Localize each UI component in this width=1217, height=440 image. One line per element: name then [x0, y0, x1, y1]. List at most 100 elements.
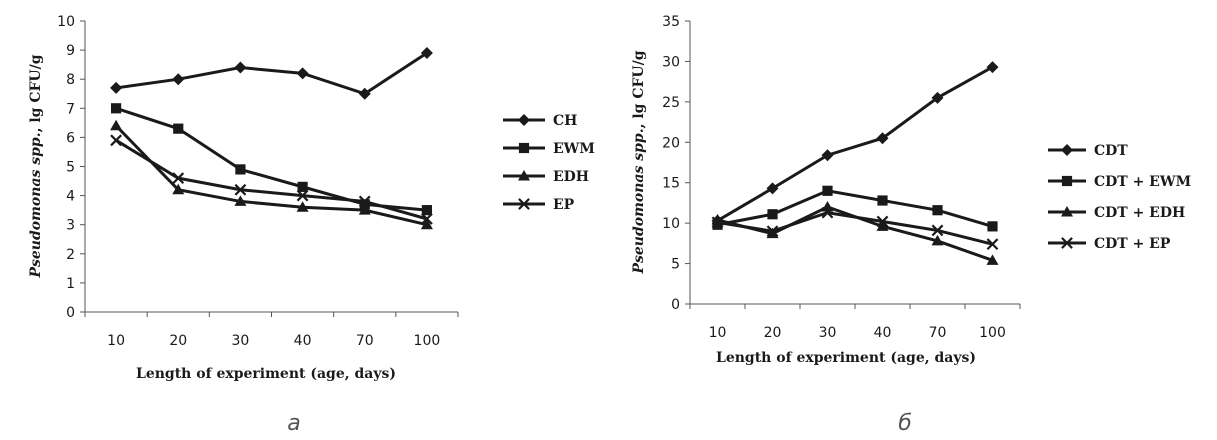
data-point	[766, 182, 779, 195]
legend-marker	[1061, 206, 1073, 217]
data-point	[931, 234, 944, 246]
data-point	[296, 201, 309, 212]
y-axis-title: Pseudomonas spp., lg CFU/g	[28, 54, 44, 278]
data-point	[876, 220, 889, 231]
data-point	[110, 134, 122, 147]
y-tick-label: 20	[662, 135, 680, 151]
series-line	[716, 65, 994, 223]
data-point	[110, 81, 123, 94]
y-tick-label: 5	[66, 160, 75, 176]
data-point	[712, 219, 723, 230]
legend-item-cdt-edh: CDT + EDH	[1048, 205, 1185, 221]
legend-marker	[518, 170, 530, 181]
legend-marker	[1061, 144, 1073, 156]
y-tick-label: 0	[671, 297, 680, 313]
x-tick-label: 100	[414, 333, 441, 349]
data-point	[172, 172, 185, 185]
data-point	[987, 221, 998, 232]
series-line	[717, 189, 993, 228]
series-line	[115, 51, 428, 96]
x-tick-label: 10	[709, 325, 727, 341]
legend-label: CDT + EP	[1094, 236, 1171, 252]
series-ep	[110, 134, 433, 225]
y-tick-label: 25	[662, 95, 680, 111]
y-axis-title-italic: Pseudomonas spp.	[28, 132, 44, 278]
data-point	[767, 209, 778, 220]
data-point	[358, 195, 371, 208]
data-point	[421, 213, 433, 225]
data-point	[358, 87, 371, 100]
data-point	[931, 91, 944, 104]
data-point	[986, 61, 999, 74]
data-point	[932, 205, 943, 216]
data-point	[172, 73, 185, 86]
x-axis-title: Length of experiment (age, days)	[716, 350, 976, 366]
data-point	[234, 195, 247, 206]
legend-item-cdt: CDT	[1048, 143, 1128, 159]
data-point	[822, 185, 833, 196]
legend-label: EP	[553, 197, 575, 213]
y-tick-label: 30	[662, 54, 680, 70]
legend-item-cdt-ep: CDT + EP	[1048, 236, 1171, 252]
data-point	[297, 181, 308, 192]
data-point	[821, 206, 834, 219]
data-point	[358, 204, 371, 215]
legend-label: EDH	[553, 169, 589, 185]
legend-item-ep: EP	[503, 197, 575, 213]
data-point	[876, 132, 889, 145]
y-tick-label: 8	[66, 72, 75, 88]
x-tick-label: 40	[874, 325, 892, 341]
data-point	[235, 164, 246, 175]
data-point	[172, 183, 185, 195]
y-tick-label: 5	[671, 257, 680, 273]
data-point	[931, 224, 944, 237]
data-point	[711, 216, 724, 229]
legend-item-edh: EDH	[503, 169, 589, 185]
legend-marker	[1061, 237, 1073, 249]
x-tick-label: 70	[929, 325, 947, 341]
y-axis-title-unit: , lg CFU/g	[28, 54, 44, 132]
data-point	[876, 215, 889, 228]
x-axis-title: Length of experiment (age, days)	[136, 366, 396, 382]
legend-label: EWM	[553, 141, 595, 157]
y-axis-title-italic: Pseudomonas spp.	[631, 128, 647, 274]
data-point	[296, 189, 309, 202]
x-tick-label: 20	[764, 325, 782, 341]
legend-label: CDT + EWM	[1094, 174, 1191, 190]
x-tick-label: 30	[232, 333, 250, 349]
data-point	[420, 47, 433, 60]
y-axis-title-unit: , lg CFU/g	[631, 50, 647, 128]
y-tick-label: 3	[66, 218, 75, 234]
legend-marker	[1061, 175, 1073, 187]
x-tick-label: 70	[356, 333, 374, 349]
series-ch	[110, 47, 433, 100]
legend-item-cdt-ewm: CDT + EWM	[1048, 174, 1191, 190]
data-point	[420, 218, 433, 230]
y-tick-label: 6	[66, 130, 75, 146]
series-line	[115, 106, 428, 212]
data-point	[296, 67, 309, 80]
data-point	[421, 205, 433, 216]
y-tick-label: 1	[66, 276, 75, 292]
panel-label: б	[898, 411, 912, 436]
y-tick-label: 10	[57, 14, 75, 30]
x-tick-label: 20	[169, 333, 187, 349]
y-tick-label: 2	[66, 247, 75, 263]
y-tick-label: 10	[662, 216, 680, 232]
series-line	[115, 139, 428, 221]
chart-panel-1: 0 1 2 3 4 5 6 7 8 9 10 10 20 30 40 70 100 Length of exper…	[28, 14, 595, 436]
y-tick-label: 15	[662, 176, 680, 192]
panel-label: а	[287, 411, 300, 436]
data-point	[173, 123, 184, 134]
data-point	[821, 149, 834, 162]
y-tick-label: 9	[66, 43, 75, 59]
data-point	[766, 225, 779, 238]
x-tick-label: 30	[819, 325, 837, 341]
y-tick-label: 7	[66, 101, 75, 117]
x-tick-label: 100	[979, 325, 1006, 341]
legend-label: CH	[553, 113, 577, 129]
data-point	[234, 183, 247, 196]
data-point	[877, 195, 888, 206]
